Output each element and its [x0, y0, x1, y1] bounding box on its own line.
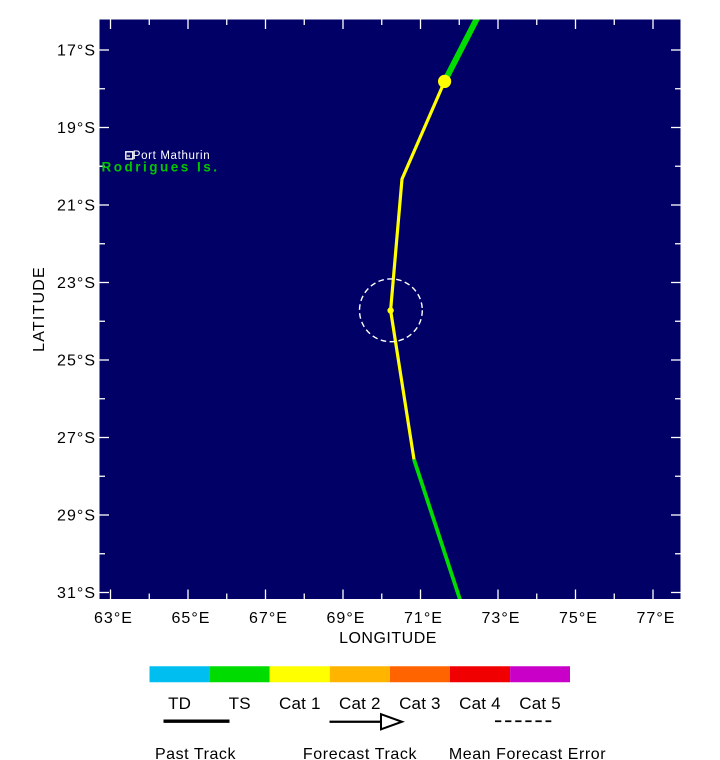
svg-text:Cat 4: Cat 4	[459, 694, 501, 713]
svg-text:23°S: 23°S	[57, 275, 96, 292]
svg-text:29°S: 29°S	[57, 508, 96, 525]
svg-text:73°E: 73°E	[481, 610, 520, 627]
svg-text:25°S: 25°S	[57, 353, 96, 370]
svg-text:TD: TD	[168, 694, 191, 713]
svg-text:77°E: 77°E	[636, 610, 675, 627]
svg-text:71°E: 71°E	[404, 610, 443, 627]
svg-text:27°S: 27°S	[57, 430, 96, 447]
svg-text:19°S: 19°S	[57, 120, 96, 137]
svg-text:Cat 1: Cat 1	[279, 694, 321, 713]
svg-text:63°E: 63°E	[94, 610, 133, 627]
svg-text:69°E: 69°E	[326, 610, 365, 627]
svg-text:Cat 5: Cat 5	[519, 694, 561, 713]
svg-text:21°S: 21°S	[57, 198, 96, 215]
svg-text:Past Track: Past Track	[155, 746, 237, 760]
svg-text:65°E: 65°E	[171, 610, 210, 627]
svg-text:Forecast Track: Forecast Track	[303, 746, 418, 760]
svg-text:Mean Forecast Error: Mean Forecast Error	[449, 746, 606, 760]
svg-text:LATITUDE: LATITUDE	[31, 266, 48, 352]
svg-text:67°E: 67°E	[249, 610, 288, 627]
svg-text:Cat 3: Cat 3	[399, 694, 441, 713]
svg-text:75°E: 75°E	[559, 610, 598, 627]
svg-text:31°S: 31°S	[57, 585, 96, 602]
svg-text:TS: TS	[229, 694, 251, 713]
svg-text:17°S: 17°S	[57, 43, 96, 60]
svg-text:LONGITUDE: LONGITUDE	[339, 630, 437, 647]
svg-text:Rodrigues Is.: Rodrigues Is.	[102, 159, 220, 174]
svg-text:Cat 2: Cat 2	[339, 694, 381, 713]
svg-text:Port Mathurin: Port Mathurin	[133, 150, 210, 162]
